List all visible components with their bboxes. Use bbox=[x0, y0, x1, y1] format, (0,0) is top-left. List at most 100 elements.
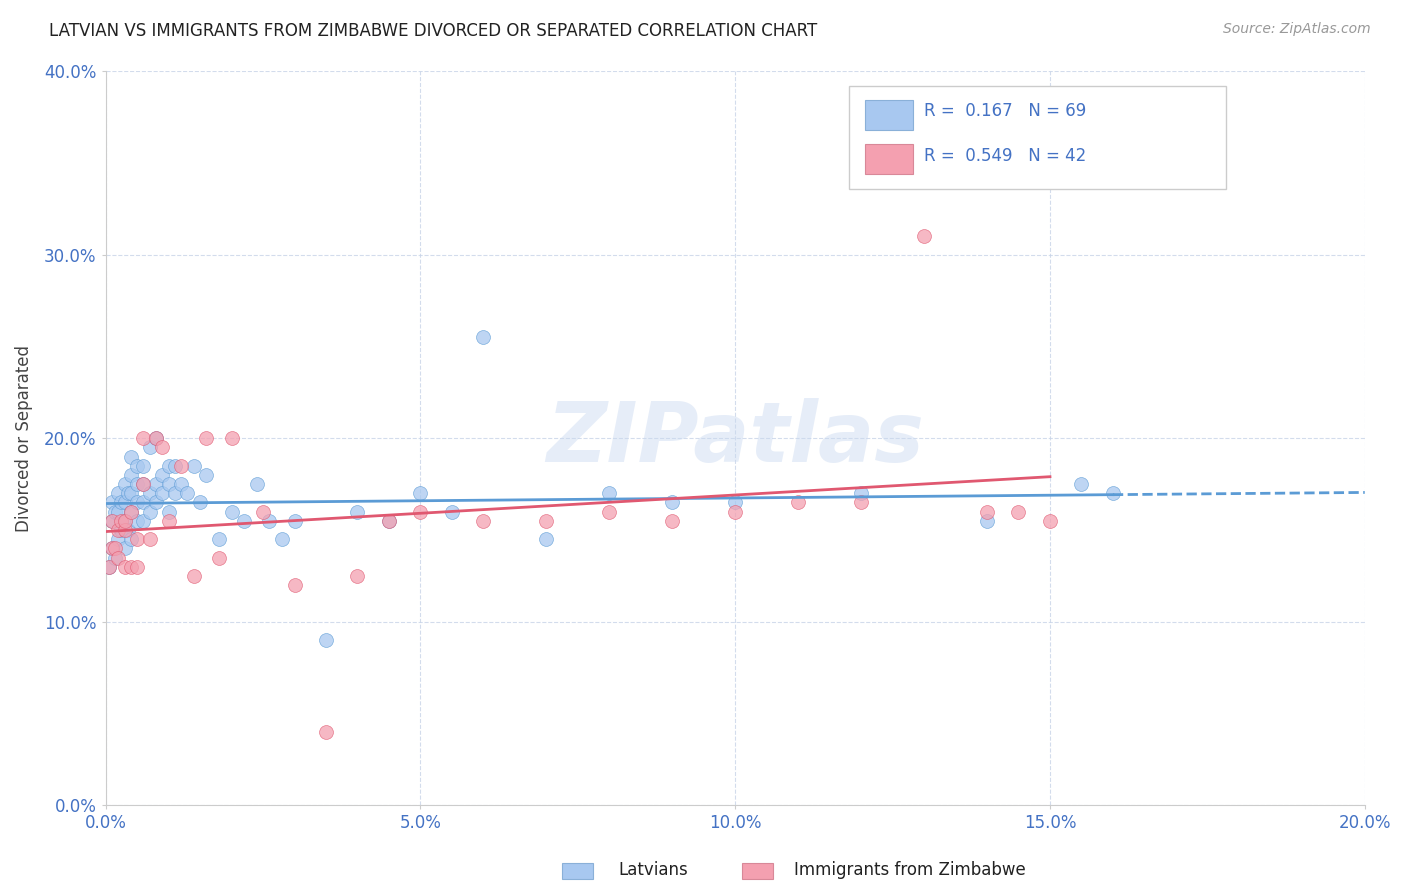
Point bbox=[157, 514, 180, 528]
Point bbox=[170, 458, 193, 473]
Point bbox=[104, 541, 127, 556]
Point bbox=[170, 477, 193, 491]
Text: Immigrants from Zimbabwe: Immigrants from Zimbabwe bbox=[794, 861, 1026, 879]
Point bbox=[195, 431, 218, 445]
Point bbox=[132, 431, 155, 445]
Point bbox=[472, 514, 495, 528]
Point bbox=[188, 495, 211, 509]
Point bbox=[724, 505, 747, 519]
Point bbox=[127, 532, 149, 546]
Point bbox=[1102, 486, 1125, 500]
Point bbox=[138, 532, 160, 546]
Point bbox=[163, 486, 186, 500]
Point bbox=[132, 514, 155, 528]
Point bbox=[157, 458, 180, 473]
Point bbox=[110, 523, 132, 537]
Point bbox=[132, 458, 155, 473]
Point bbox=[127, 559, 149, 574]
Point bbox=[104, 505, 127, 519]
Point bbox=[661, 514, 683, 528]
Point bbox=[849, 486, 872, 500]
Point bbox=[117, 523, 139, 537]
FancyBboxPatch shape bbox=[865, 145, 912, 174]
Point bbox=[120, 505, 142, 519]
Point bbox=[315, 725, 337, 739]
Point bbox=[145, 495, 167, 509]
Point bbox=[114, 523, 136, 537]
Point bbox=[1070, 477, 1092, 491]
FancyBboxPatch shape bbox=[865, 101, 912, 130]
Point bbox=[409, 505, 432, 519]
Point bbox=[114, 514, 136, 528]
Point bbox=[110, 495, 132, 509]
Text: LATVIAN VS IMMIGRANTS FROM ZIMBABWE DIVORCED OR SEPARATED CORRELATION CHART: LATVIAN VS IMMIGRANTS FROM ZIMBABWE DIVO… bbox=[49, 22, 817, 40]
Point bbox=[157, 505, 180, 519]
Point bbox=[110, 514, 132, 528]
Point bbox=[221, 431, 243, 445]
Point bbox=[346, 505, 368, 519]
Point bbox=[208, 550, 231, 565]
Point bbox=[104, 550, 127, 565]
Point bbox=[150, 441, 173, 455]
Point bbox=[127, 514, 149, 528]
Point bbox=[101, 541, 124, 556]
Point bbox=[378, 514, 401, 528]
Point bbox=[120, 505, 142, 519]
Point bbox=[283, 514, 305, 528]
Point bbox=[163, 458, 186, 473]
Point bbox=[976, 514, 998, 528]
Point bbox=[233, 514, 256, 528]
Point bbox=[114, 514, 136, 528]
Point bbox=[145, 431, 167, 445]
Point bbox=[472, 330, 495, 344]
Point bbox=[127, 458, 149, 473]
Point bbox=[598, 505, 620, 519]
Text: ZIPatlas: ZIPatlas bbox=[547, 398, 924, 479]
Point bbox=[114, 495, 136, 509]
Point bbox=[787, 495, 810, 509]
Point bbox=[409, 486, 432, 500]
Point bbox=[1039, 514, 1062, 528]
Point bbox=[661, 495, 683, 509]
Point bbox=[117, 486, 139, 500]
Point bbox=[101, 514, 124, 528]
Point bbox=[252, 505, 274, 519]
Text: Source: ZipAtlas.com: Source: ZipAtlas.com bbox=[1223, 22, 1371, 37]
Text: Latvians: Latvians bbox=[619, 861, 689, 879]
FancyBboxPatch shape bbox=[848, 86, 1226, 188]
Point bbox=[183, 458, 205, 473]
Point bbox=[598, 486, 620, 500]
Point bbox=[132, 477, 155, 491]
Point bbox=[107, 505, 129, 519]
Text: R =  0.167   N = 69: R = 0.167 N = 69 bbox=[924, 103, 1087, 120]
Point bbox=[114, 559, 136, 574]
Point bbox=[271, 532, 294, 546]
Point bbox=[127, 477, 149, 491]
Point bbox=[114, 477, 136, 491]
Point bbox=[101, 541, 124, 556]
Point bbox=[221, 505, 243, 519]
Point bbox=[208, 532, 231, 546]
Point bbox=[120, 450, 142, 464]
Point bbox=[536, 514, 558, 528]
Point bbox=[120, 559, 142, 574]
Point bbox=[1007, 505, 1029, 519]
Point bbox=[138, 486, 160, 500]
Point bbox=[283, 578, 305, 592]
Point bbox=[127, 495, 149, 509]
Text: R =  0.549   N = 42: R = 0.549 N = 42 bbox=[924, 146, 1087, 164]
Point bbox=[346, 569, 368, 583]
Point bbox=[440, 505, 463, 519]
Point bbox=[183, 569, 205, 583]
Point bbox=[315, 633, 337, 648]
Point bbox=[120, 486, 142, 500]
Point bbox=[132, 477, 155, 491]
Point bbox=[150, 467, 173, 482]
Point bbox=[536, 532, 558, 546]
Point bbox=[138, 505, 160, 519]
Point bbox=[138, 441, 160, 455]
Point bbox=[976, 505, 998, 519]
Point bbox=[107, 486, 129, 500]
Point bbox=[259, 514, 281, 528]
Point bbox=[107, 523, 129, 537]
